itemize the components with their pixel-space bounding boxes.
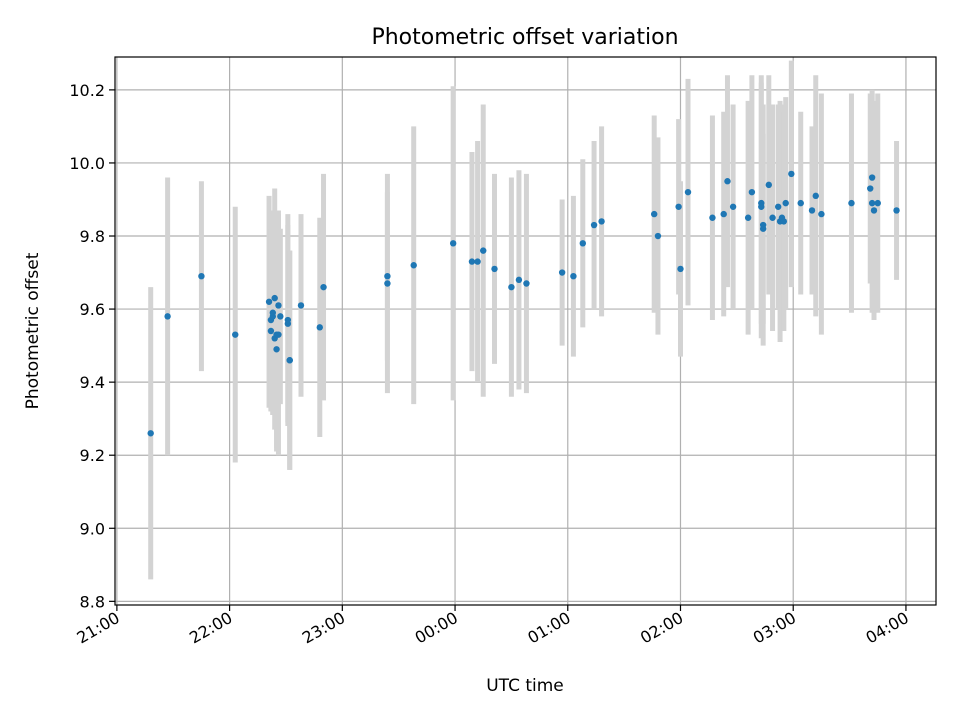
data-point: [579, 240, 587, 247]
data-point: [523, 280, 530, 287]
y-tick-label: 9.8: [80, 227, 105, 246]
data-point: [277, 313, 284, 320]
y-tick-label: 8.8: [80, 592, 105, 611]
data-point: [275, 331, 282, 338]
data-point: [480, 247, 487, 254]
data-point: [271, 294, 278, 302]
data-point: [765, 181, 772, 189]
data-point: [748, 188, 756, 196]
plot-frame: [114, 56, 937, 606]
data-point: [590, 221, 598, 229]
data-point: [232, 331, 239, 338]
data-point: [677, 265, 684, 273]
data-point: [474, 258, 481, 265]
data-point: [286, 357, 293, 364]
data-point: [893, 207, 900, 214]
data-point: [515, 276, 523, 284]
data-point: [284, 316, 292, 324]
data-point: [870, 207, 878, 214]
data-point: [797, 199, 804, 207]
data-point: [164, 313, 171, 320]
data-point: [273, 346, 280, 353]
data-point: [558, 269, 566, 276]
y-axis-label: Photometric offset: [23, 252, 43, 409]
data-point: [744, 214, 752, 221]
data-point: [410, 262, 417, 269]
data-point: [868, 174, 876, 181]
data-point: [267, 327, 275, 335]
data-point: [468, 258, 476, 265]
data-point: [684, 188, 692, 196]
data-point: [598, 218, 605, 225]
y-tick-label: 9.2: [80, 446, 105, 465]
y-tick-label: 9.0: [80, 519, 105, 538]
data-point: [508, 283, 515, 291]
data-point: [867, 185, 874, 192]
data-point: [269, 309, 277, 316]
data-point: [709, 214, 716, 221]
data-point: [265, 298, 273, 305]
data-point: [570, 273, 577, 280]
data-point: [808, 207, 816, 214]
chart-title: Photometric offset variation: [371, 25, 678, 50]
data-points: [147, 170, 900, 437]
data-point: [782, 199, 789, 207]
data-point: [818, 210, 825, 218]
x-axis-label: UTC time: [486, 676, 564, 696]
data-point: [147, 430, 154, 437]
data-point: [812, 192, 819, 200]
y-tick-label: 10.0: [69, 154, 105, 173]
data-point: [874, 199, 881, 207]
y-tick-label: 9.4: [80, 373, 105, 392]
data-point: [316, 324, 323, 331]
data-point: [275, 302, 282, 309]
data-point: [720, 210, 727, 218]
data-point: [729, 203, 737, 210]
data-point: [774, 203, 782, 210]
y-axis-ticks: 8.8 9.0 9.2 9.4 9.6 9.8 10.0 10.2: [69, 81, 115, 611]
data-point: [788, 170, 795, 178]
data-point: [759, 225, 767, 232]
data-point: [650, 210, 658, 218]
data-point: [449, 240, 457, 247]
data-point: [198, 273, 205, 280]
data-point: [654, 232, 662, 240]
data-point: [758, 203, 765, 210]
data-point: [320, 283, 327, 291]
data-point: [384, 273, 391, 280]
data-point: [491, 265, 498, 273]
data-point: [769, 214, 776, 221]
data-point: [848, 199, 855, 207]
y-tick-label: 9.6: [80, 300, 105, 319]
data-point: [724, 178, 731, 185]
data-point: [868, 199, 876, 207]
data-point: [780, 218, 788, 225]
data-point: [384, 280, 391, 287]
data-point: [297, 302, 305, 309]
y-tick-label: 10.2: [69, 81, 105, 100]
data-point: [675, 203, 682, 210]
